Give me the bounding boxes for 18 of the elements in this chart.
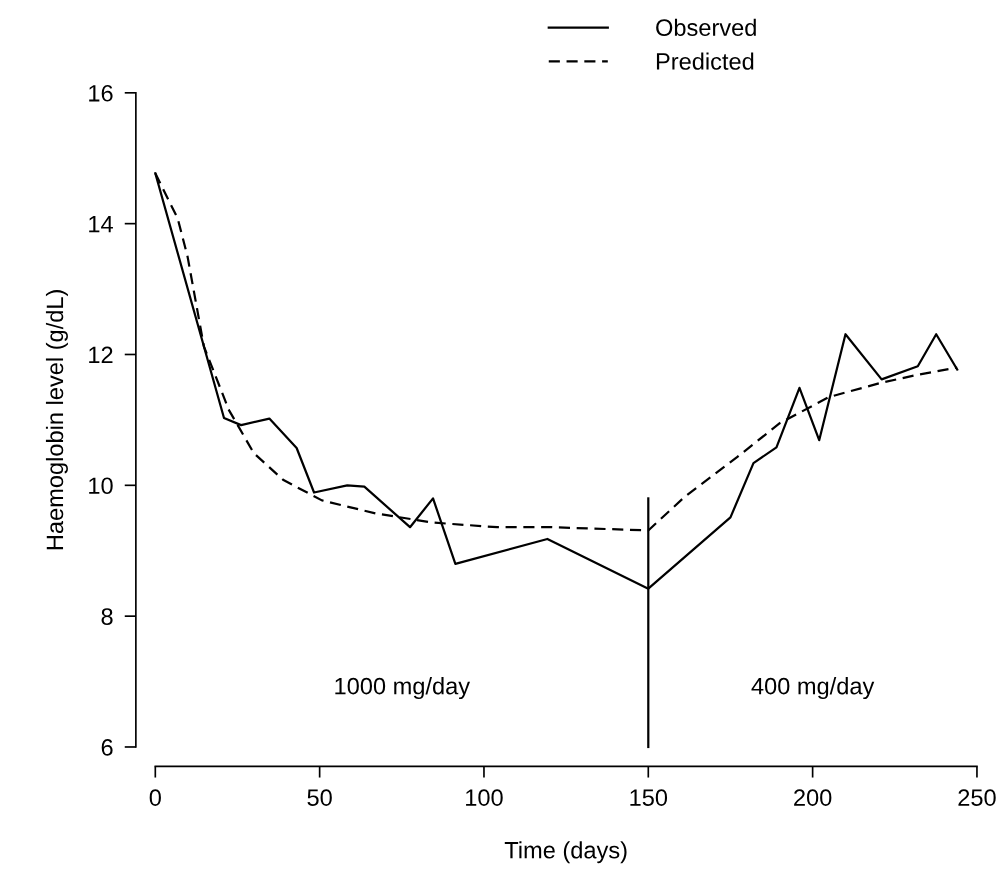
y-tick-label: 16	[89, 84, 113, 102]
x-tick-label: 250	[958, 789, 996, 806]
y-tick-label: 8	[101, 608, 113, 625]
annotation: 400 mg/day	[751, 677, 875, 700]
x-tick-label: 200	[794, 789, 832, 806]
x-tick-label: 150	[630, 789, 668, 806]
y-tick-label: 10	[89, 477, 113, 495]
y-tick-label: 12	[89, 346, 113, 364]
x-tick-label: 100	[466, 789, 503, 806]
x-axis-title: Time (days)	[504, 841, 627, 864]
legend-label: Observed	[656, 18, 756, 37]
y-tick-label: 14	[89, 215, 113, 233]
y-axis-title: Haemoglobin level (g/dL)	[45, 290, 68, 550]
x-tick-label: 0	[149, 789, 161, 806]
annotation: 1000 mg/day	[335, 677, 471, 700]
y-tick-label: 6	[101, 739, 113, 756]
legend-label: Predicted	[656, 52, 754, 70]
x-tick-label: 50	[307, 789, 332, 806]
